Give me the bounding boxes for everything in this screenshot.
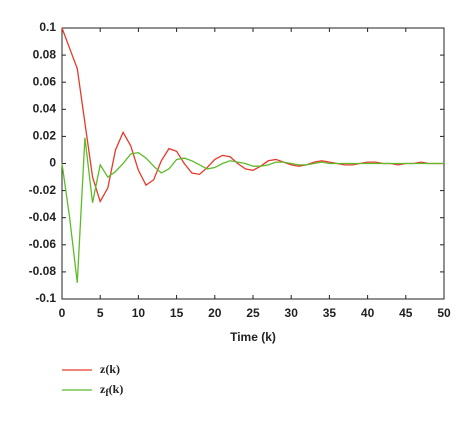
- x-axis-label: Time (k): [230, 330, 276, 344]
- x-tick-label: 30: [285, 306, 299, 320]
- x-tick-label: 0: [59, 306, 66, 320]
- y-tick-label: -0.08: [29, 264, 57, 278]
- x-tick-label: 40: [361, 306, 375, 320]
- legend-label: z(k): [100, 362, 120, 376]
- x-tick-label: 10: [132, 306, 146, 320]
- y-tick-label: 0.08: [33, 47, 57, 61]
- x-tick-label: 35: [323, 306, 337, 320]
- x-tick-label: 25: [246, 306, 260, 320]
- x-tick-label: 45: [399, 306, 413, 320]
- y-tick-label: 0: [49, 156, 56, 170]
- x-tick-label: 15: [170, 306, 184, 320]
- y-tick-label: 0.1: [39, 20, 56, 34]
- x-tick-label: 20: [208, 306, 222, 320]
- legend-label: zf(k): [100, 382, 123, 400]
- line-series: [61, 137, 444, 283]
- y-tick-label: 0.06: [33, 74, 57, 88]
- y-tick-label: 0.02: [33, 129, 57, 143]
- line-series: [61, 27, 444, 204]
- y-tick-label: 0.04: [33, 101, 57, 115]
- x-tick-label: 50: [437, 306, 451, 320]
- y-tick-label: -0.1: [35, 291, 56, 305]
- x-tick-label: 5: [97, 306, 104, 320]
- y-tick-label: -0.02: [29, 183, 57, 197]
- y-tick-label: -0.04: [29, 210, 57, 224]
- y-tick-label: -0.06: [29, 237, 57, 251]
